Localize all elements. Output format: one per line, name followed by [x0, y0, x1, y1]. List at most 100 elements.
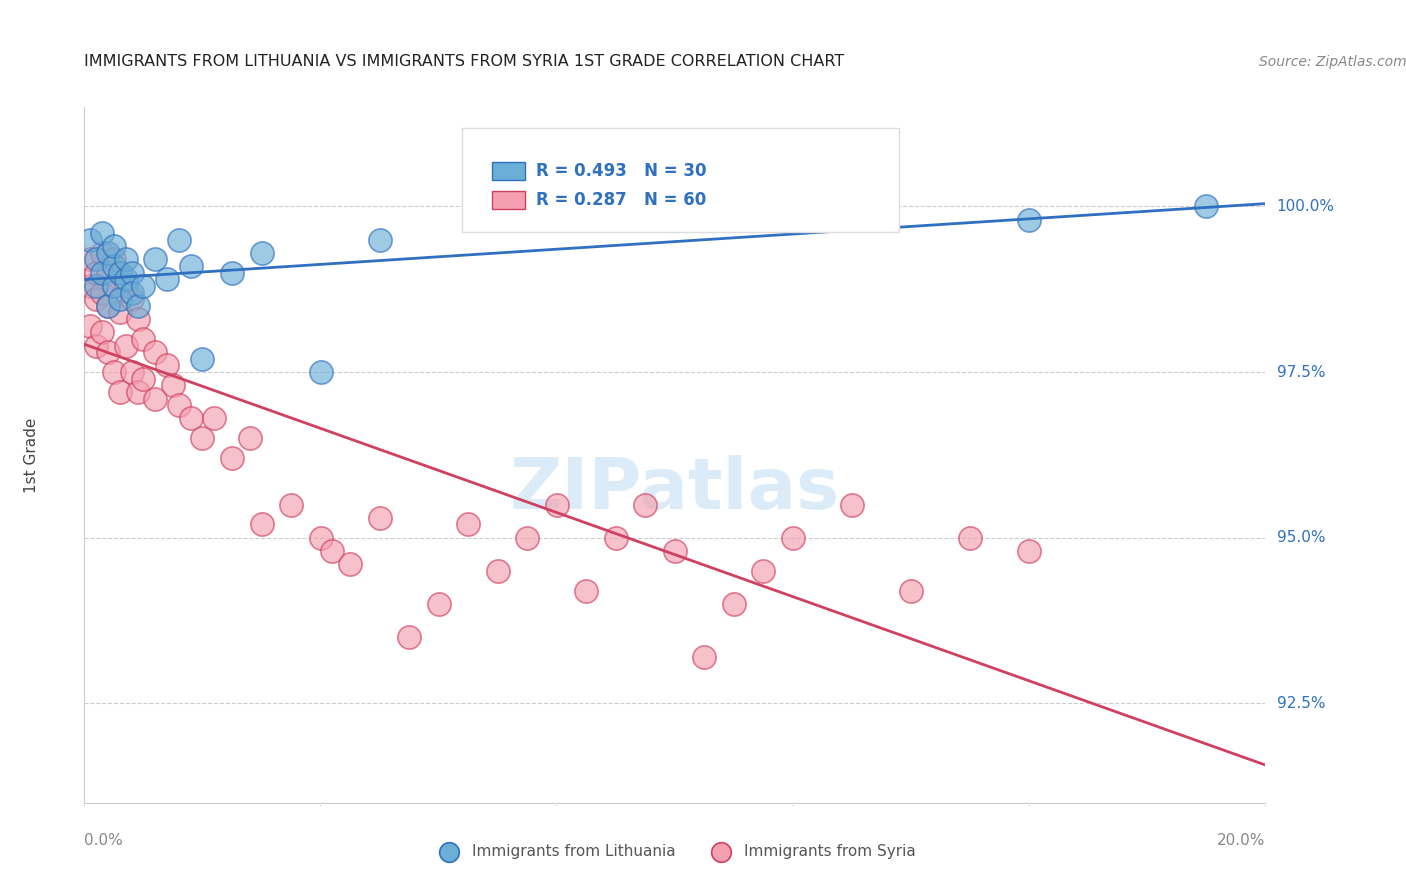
Point — [79, 233, 101, 247]
Point — [156, 359, 179, 373]
Bar — [492, 162, 524, 180]
Point — [250, 245, 273, 260]
Point — [108, 266, 131, 280]
Point — [121, 292, 143, 306]
Point — [114, 252, 136, 267]
Point — [782, 531, 804, 545]
Point — [486, 564, 509, 578]
Point — [156, 272, 179, 286]
Point — [114, 272, 136, 286]
Point — [103, 239, 125, 253]
Point — [221, 266, 243, 280]
Point — [221, 451, 243, 466]
Point — [108, 305, 131, 319]
Point — [321, 544, 343, 558]
Point — [91, 226, 114, 240]
Point — [457, 517, 479, 532]
Point — [127, 384, 149, 399]
Point — [427, 597, 450, 611]
Point — [752, 564, 775, 578]
Text: 100.0%: 100.0% — [1277, 199, 1334, 214]
Point — [239, 431, 262, 445]
Point — [121, 365, 143, 379]
FancyBboxPatch shape — [463, 128, 900, 232]
Point — [180, 411, 202, 425]
Point — [959, 531, 981, 545]
Point — [97, 266, 120, 280]
Point — [121, 266, 143, 280]
Point — [79, 279, 101, 293]
Point — [97, 245, 120, 260]
Point — [79, 252, 101, 267]
Point — [634, 498, 657, 512]
Point — [132, 372, 155, 386]
Text: 95.0%: 95.0% — [1277, 530, 1324, 545]
Point — [250, 517, 273, 532]
Point — [1018, 212, 1040, 227]
Point — [91, 285, 114, 300]
Point — [368, 233, 391, 247]
Legend: Immigrants from Lithuania, Immigrants from Syria: Immigrants from Lithuania, Immigrants fr… — [427, 838, 922, 864]
Text: R = 0.287   N = 60: R = 0.287 N = 60 — [536, 191, 706, 210]
Point — [180, 259, 202, 273]
Bar — [492, 191, 524, 210]
Point — [516, 531, 538, 545]
Point — [900, 583, 922, 598]
Point — [309, 531, 332, 545]
Point — [605, 531, 627, 545]
Point — [143, 392, 166, 406]
Point — [103, 252, 125, 267]
Point — [132, 279, 155, 293]
Point — [664, 544, 686, 558]
Text: ZIPatlas: ZIPatlas — [510, 455, 839, 524]
Point — [167, 398, 190, 412]
Text: 92.5%: 92.5% — [1277, 696, 1324, 711]
Point — [162, 378, 184, 392]
Point — [398, 630, 420, 644]
Point — [546, 498, 568, 512]
Point — [132, 332, 155, 346]
Point — [575, 583, 598, 598]
Point — [143, 345, 166, 359]
Point — [723, 597, 745, 611]
Point — [108, 266, 131, 280]
Point — [84, 338, 107, 352]
Point — [79, 318, 101, 333]
Point — [127, 312, 149, 326]
Text: Source: ZipAtlas.com: Source: ZipAtlas.com — [1260, 54, 1406, 69]
Point — [91, 245, 114, 260]
Point — [191, 431, 214, 445]
Point — [309, 365, 332, 379]
Point — [114, 338, 136, 352]
Point — [202, 411, 225, 425]
Point — [103, 365, 125, 379]
Point — [91, 326, 114, 340]
Point — [97, 345, 120, 359]
Point — [167, 233, 190, 247]
Text: R = 0.493   N = 30: R = 0.493 N = 30 — [536, 162, 706, 180]
Text: 97.5%: 97.5% — [1277, 365, 1324, 380]
Point — [368, 511, 391, 525]
Point — [84, 266, 107, 280]
Point — [1195, 199, 1218, 213]
Point — [191, 351, 214, 366]
Point — [103, 259, 125, 273]
Point — [841, 498, 863, 512]
Point — [280, 498, 302, 512]
Text: 0.0%: 0.0% — [84, 833, 124, 848]
Point — [103, 279, 125, 293]
Point — [97, 299, 120, 313]
Point — [693, 650, 716, 665]
Point — [127, 299, 149, 313]
Point — [870, 193, 893, 207]
Text: 20.0%: 20.0% — [1218, 833, 1265, 848]
Point — [143, 252, 166, 267]
Point — [84, 252, 107, 267]
Point — [121, 285, 143, 300]
Point — [339, 558, 361, 572]
Point — [84, 292, 107, 306]
Point — [114, 279, 136, 293]
Point — [108, 384, 131, 399]
Point — [1018, 544, 1040, 558]
Point — [103, 279, 125, 293]
